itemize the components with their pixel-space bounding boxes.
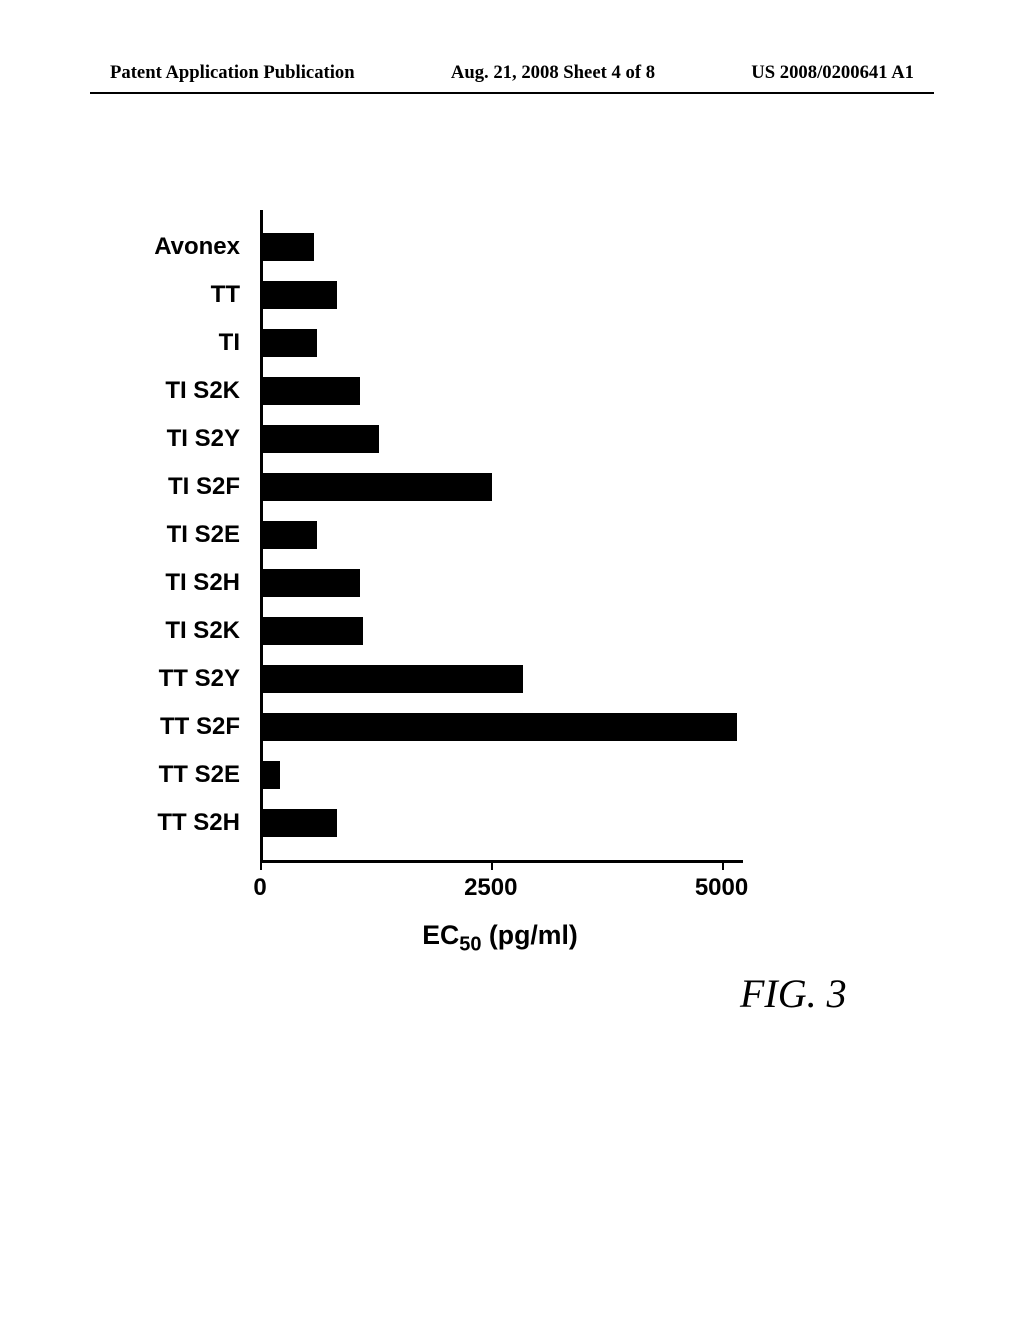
x-axis-title: EC50 (pg/ml): [260, 920, 740, 956]
x-tick: [722, 860, 724, 870]
bar: [263, 521, 317, 549]
bar: [263, 761, 280, 789]
bars-layer: [263, 210, 743, 860]
patent-page: Patent Application Publication Aug. 21, …: [0, 0, 1024, 1320]
x-tick-label: 2500: [464, 874, 517, 902]
bar: [263, 809, 337, 837]
x-tick: [260, 860, 262, 870]
bar: [263, 377, 360, 405]
x-tick: [491, 860, 493, 870]
category-label: TI S2Y: [167, 425, 240, 453]
figure-label: FIG. 3: [740, 970, 847, 1017]
category-label: TI: [219, 329, 240, 357]
bar: [263, 665, 523, 693]
bar: [263, 329, 317, 357]
category-label: TT S2F: [160, 713, 240, 741]
category-label: TI S2K: [165, 617, 240, 645]
category-label: TI S2H: [165, 569, 240, 597]
bar: [263, 569, 360, 597]
bar: [263, 617, 363, 645]
plot-area: [260, 210, 743, 863]
bar: [263, 233, 314, 261]
category-axis-labels: Avonex TT TI TI S2K TI S2Y TI S2F TI S2E TI S2H…: [130, 210, 250, 860]
x-tick-label: 0: [253, 874, 266, 902]
category-label: TI S2K: [165, 377, 240, 405]
category-label: TT S2H: [157, 809, 240, 837]
category-label: TT S2E: [159, 761, 240, 789]
header-center: Aug. 21, 2008 Sheet 4 of 8: [355, 62, 752, 84]
bar: [263, 713, 737, 741]
category-label: TT: [211, 281, 240, 309]
page-header: Patent Application Publication Aug. 21, …: [110, 62, 914, 84]
category-label: TI S2E: [167, 521, 240, 549]
x-tick-label: 5000: [695, 874, 748, 902]
header-rule: [90, 92, 934, 94]
bar: [263, 473, 492, 501]
bar: [263, 281, 337, 309]
ec50-bar-chart: Avonex TT TI TI S2K TI S2Y TI S2F TI S2E TI S2H…: [130, 210, 790, 930]
header-left: Patent Application Publication: [110, 62, 355, 84]
category-label: TT S2Y: [159, 665, 240, 693]
x-axis-ticks: 025005000: [260, 860, 740, 920]
category-label: TI S2F: [168, 473, 240, 501]
category-label: Avonex: [154, 233, 240, 261]
bar: [263, 425, 379, 453]
header-right: US 2008/0200641 A1: [751, 62, 914, 84]
